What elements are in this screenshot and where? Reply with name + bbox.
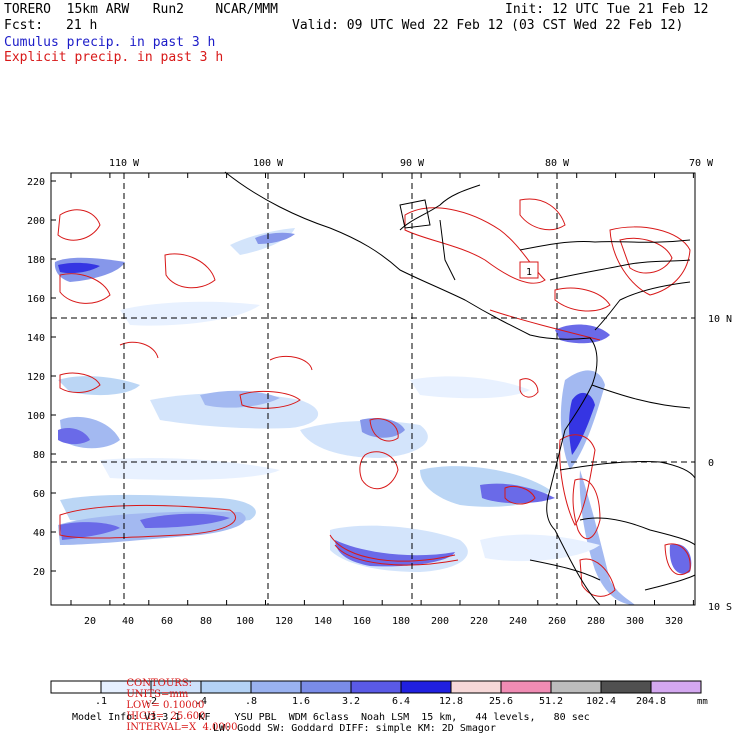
y-tick-label: 100 <box>27 411 45 422</box>
y-tick-label: 140 <box>27 333 45 344</box>
lon-label-100w: 100 W <box>253 158 284 169</box>
contours-high: HIGH= 25.600 <box>126 711 206 722</box>
colorbar-label: 25.6 <box>489 696 513 707</box>
colorbar-label: 12.8 <box>439 696 463 707</box>
lat-label-10n: 10 N <box>708 314 732 325</box>
cumulus-field-label: Cumulus precip. in past 3 h <box>4 35 216 50</box>
lon-label-80w: 80 W <box>545 158 570 169</box>
colorbar-label: 1.6 <box>292 696 310 707</box>
x-tick-label: 320 <box>665 616 683 627</box>
y-tick-label: 40 <box>33 528 45 539</box>
x-tick-label: 20 <box>84 616 96 627</box>
y-tick-label: 80 <box>33 450 45 461</box>
lon-label-70w: 70 W <box>689 158 714 169</box>
x-tick-label: 240 <box>509 616 527 627</box>
y-tick-label: 180 <box>27 255 45 266</box>
x-tick-label: 180 <box>392 616 410 627</box>
x-tick-label: 260 <box>548 616 566 627</box>
lat-label-10s: 10 S <box>708 602 732 613</box>
lat-label-0: 0 <box>708 458 714 469</box>
colorbar-swatch <box>50 680 102 694</box>
contours-info: CONTOURS: UNITS=mm LOW= 0.10000 HIGH= 25… <box>120 667 237 733</box>
colorbar-label: .8 <box>245 696 257 707</box>
colorbar-label: 6.4 <box>392 696 410 707</box>
contours-interval: INTERVAL=X 4.0000 <box>126 722 238 733</box>
colorbar-label: .2 <box>145 696 157 707</box>
x-tick-label: 100 <box>236 616 254 627</box>
y-tick-label: 160 <box>27 294 45 305</box>
x-tick-label: 300 <box>626 616 644 627</box>
y-tick-label: 60 <box>33 489 45 500</box>
contours-low: LOW= 0.10000 <box>126 700 205 711</box>
colorbar-label: 204.8 <box>636 696 666 707</box>
x-tick-label: 140 <box>314 616 332 627</box>
cumulus-precip-areas <box>54 228 692 605</box>
x-tick-label: 80 <box>200 616 212 627</box>
x-tick-label: 280 <box>587 616 605 627</box>
contours-label: CONTOURS: <box>126 678 193 689</box>
lon-label-90w: 90 W <box>400 158 425 169</box>
colorbar-label: .1 <box>95 696 107 707</box>
model-title: TORERO 15km ARW Run2 NCAR/MMM <box>4 2 278 17</box>
station-box-label: 1 <box>526 267 532 278</box>
x-tick-label: 120 <box>275 616 293 627</box>
lon-label-110w: 110 W <box>109 158 140 169</box>
colorbar-label: 51.2 <box>539 696 563 707</box>
colorbar-swatch <box>400 680 452 694</box>
colorbar-swatch <box>450 680 502 694</box>
colorbar-swatch <box>300 680 352 694</box>
colorbar-swatch <box>500 680 552 694</box>
y-tick-label: 220 <box>27 177 45 188</box>
x-tick-label: 220 <box>470 616 488 627</box>
y-tick-label: 120 <box>27 372 45 383</box>
x-tick-label: 200 <box>431 616 449 627</box>
fcst-value: 21 h <box>66 18 98 33</box>
y-tick-label: 20 <box>33 567 45 578</box>
init-time: Init: 12 UTC Tue 21 Feb 12 <box>505 2 709 17</box>
station-box <box>519 261 539 279</box>
colorbar-swatch <box>600 680 652 694</box>
valid-time: Valid: 09 UTC Wed 22 Feb 12 (03 CST Wed … <box>292 18 684 33</box>
colorbar-swatch <box>250 680 302 694</box>
model-info-line1: Model Info: V3.3.1 KF YSU PBL WDM 6class… <box>72 712 590 723</box>
grid-lines <box>51 173 695 605</box>
y-tick-label: 200 <box>27 216 45 227</box>
x-tick-label: 60 <box>161 616 173 627</box>
colorbar-label: 102.4 <box>586 696 616 707</box>
explicit-precip-contours <box>57 198 691 597</box>
colorbar-swatch <box>350 680 402 694</box>
x-tick-label: 40 <box>122 616 134 627</box>
model-info-line2: LW: Godd SW: Goddard DIFF: simple KM: 2D… <box>213 723 496 734</box>
axis-ticks <box>51 173 694 605</box>
explicit-field-label: Explicit precip. in past 3 h <box>4 50 224 65</box>
colorbar-label: .4 <box>195 696 207 707</box>
contours-units: UNITS=mm <box>126 689 189 700</box>
colorbar-swatch <box>550 680 602 694</box>
x-tick-label: 160 <box>353 616 371 627</box>
fcst-label: Fcst: <box>4 18 44 33</box>
precip-colorbar: .1 .2 .4 .8 1.6 3.2 6.4 12.8 25.6 51.2 102.4 204.8 <box>50 680 702 707</box>
colorbar-unit: mm <box>697 697 708 707</box>
colorbar-label: 3.2 <box>342 696 360 707</box>
map-frame <box>50 172 696 606</box>
colorbar-swatch <box>650 680 702 694</box>
